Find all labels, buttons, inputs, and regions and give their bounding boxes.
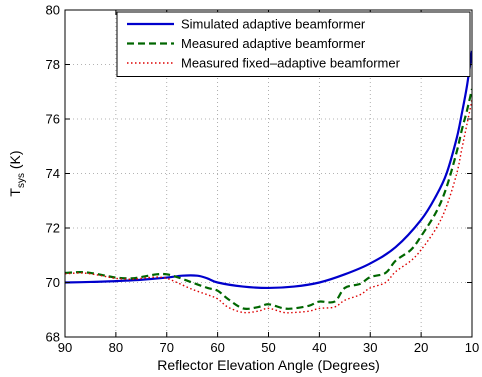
x-tick-label: 60 <box>210 340 224 355</box>
series-line-3 <box>65 99 472 314</box>
series-layer <box>65 50 472 314</box>
legend-label-1: Simulated adaptive beamformer <box>181 17 366 32</box>
x-tick-label: 70 <box>160 340 174 355</box>
x-axis-label: Reflector Elevation Angle (Degrees) <box>157 357 380 373</box>
x-tick-label: 90 <box>58 340 72 355</box>
y-tick-label: 70 <box>46 275 60 290</box>
legend: Simulated adaptive beamformer Measured ad… <box>116 11 471 77</box>
ticks: 90 80 70 60 50 40 30 20 10 68 70 72 74 76 78 80 <box>46 3 480 356</box>
x-tick-label: 50 <box>261 340 275 355</box>
x-tick-label: 10 <box>465 340 479 355</box>
y-tick-label: 80 <box>46 3 60 18</box>
series-line-2 <box>65 88 472 310</box>
y-tick-label: 72 <box>46 221 60 236</box>
legend-label-3: Measured fixed–adaptive beamformer <box>181 56 401 71</box>
legend-label-2: Measured adaptive beamformer <box>181 36 366 51</box>
legend-box <box>116 11 471 77</box>
x-tick-label: 40 <box>312 340 326 355</box>
y-tick-label: 78 <box>46 57 60 72</box>
y-tick-label: 76 <box>46 112 60 127</box>
y-axis-label-unit: (K) <box>7 150 23 173</box>
y-axis-label-subscript: sys <box>16 173 27 188</box>
y-axis-label: Tsys (K) <box>7 150 27 196</box>
x-tick-label: 30 <box>363 340 377 355</box>
x-tick-label: 20 <box>414 340 428 355</box>
y-tick-label: 68 <box>46 330 60 345</box>
x-tick-label: 80 <box>109 340 123 355</box>
series-line-1 <box>65 50 472 290</box>
y-axis-label-main: T <box>7 188 23 197</box>
y-tick-label: 74 <box>46 166 60 181</box>
